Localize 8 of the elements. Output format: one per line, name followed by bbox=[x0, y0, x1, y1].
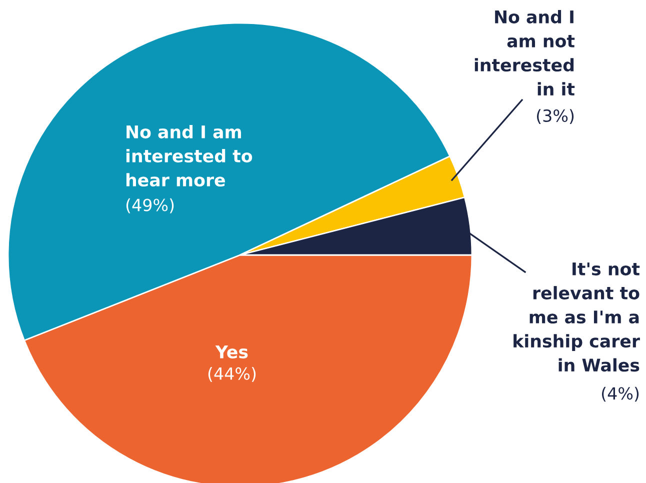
slice-label: No and I am not interested in it bbox=[474, 10, 575, 96]
data-label: (44%) bbox=[208, 367, 256, 382]
data-label: (3%) bbox=[536, 109, 574, 124]
slice-label: No and I am interested to hear more bbox=[126, 125, 252, 187]
slice-label: Yes bbox=[215, 346, 248, 358]
data-label: (4%) bbox=[602, 386, 639, 402]
slice-label: It's not relevant to me as I'm a kinship carer in Wales bbox=[514, 262, 640, 372]
data-label: (49%) bbox=[126, 198, 174, 214]
